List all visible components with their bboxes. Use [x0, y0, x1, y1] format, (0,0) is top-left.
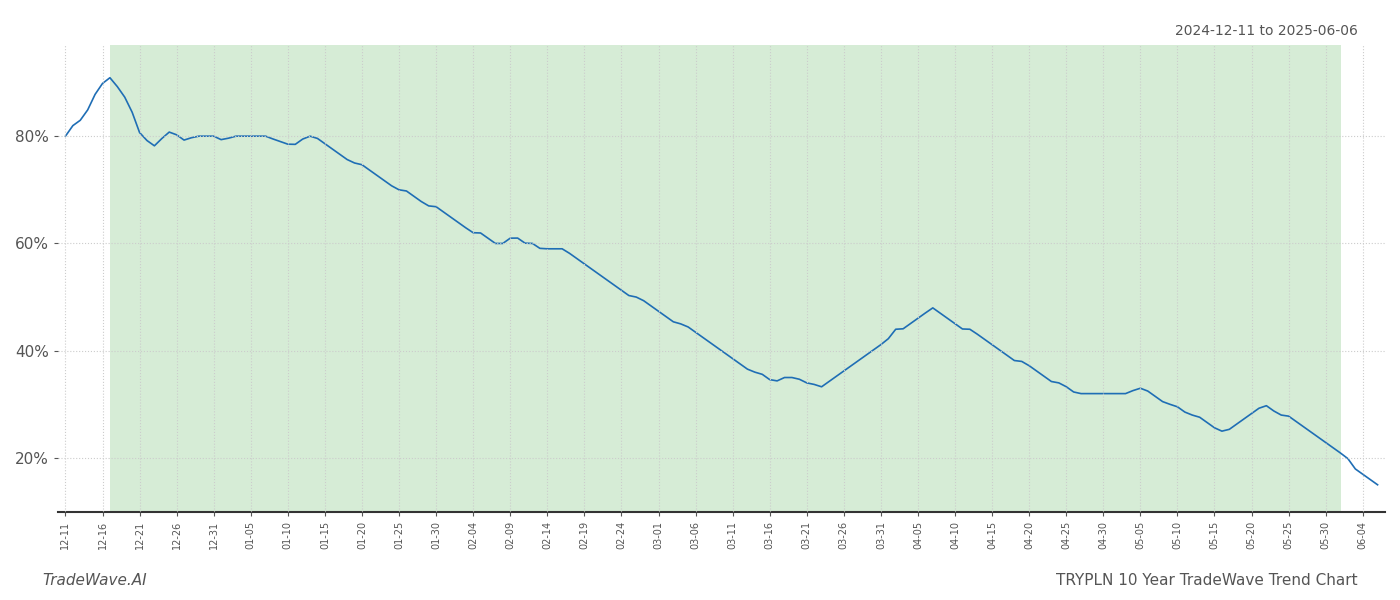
Text: 2024-12-11 to 2025-06-06: 2024-12-11 to 2025-06-06 — [1175, 24, 1358, 38]
Bar — [111, 45, 1341, 512]
Text: TradeWave.AI: TradeWave.AI — [42, 573, 147, 588]
Text: TRYPLN 10 Year TradeWave Trend Chart: TRYPLN 10 Year TradeWave Trend Chart — [1057, 573, 1358, 588]
